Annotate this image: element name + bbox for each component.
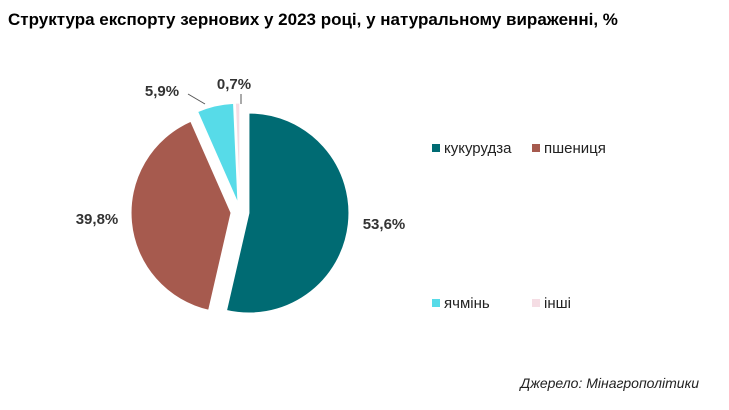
legend-swatch-інші: [532, 299, 540, 307]
slice-label-інші: 0,7%: [217, 76, 251, 93]
pie-slice-пшениця: [130, 120, 232, 311]
legend-swatch-пшениця: [532, 144, 540, 152]
pie-slice-кукурудза: [225, 112, 350, 314]
slice-labels: 53,6% 39,8% 5,9% 0,7%: [76, 76, 406, 233]
legend-label-інші: інші: [544, 295, 571, 312]
pie-slices: [130, 102, 350, 314]
legend-swatch-кукурудза: [432, 144, 440, 152]
legend: кукурудза пшениця ячмінь інші: [432, 140, 606, 312]
source-note: Джерело: Мінагрополітики: [520, 375, 699, 391]
leader-line-ячмінь: [187, 93, 206, 105]
slice-label-кукурудза: 53,6%: [363, 216, 406, 233]
legend-swatch-ячмінь: [432, 299, 440, 307]
legend-label-пшениця: пшениця: [544, 140, 606, 157]
pie-slice-інші: [234, 102, 241, 204]
leader-lines: [187, 93, 242, 105]
legend-label-кукурудза: кукурудза: [444, 140, 512, 157]
slice-label-ячмінь: 5,9%: [145, 83, 179, 100]
legend-label-ячмінь: ячмінь: [444, 295, 490, 312]
pie-slice-ячмінь: [197, 102, 239, 204]
slice-label-пшениця: 39,8%: [76, 211, 119, 228]
chart-title: Структура експорту зернових у 2023 році,…: [8, 10, 618, 29]
